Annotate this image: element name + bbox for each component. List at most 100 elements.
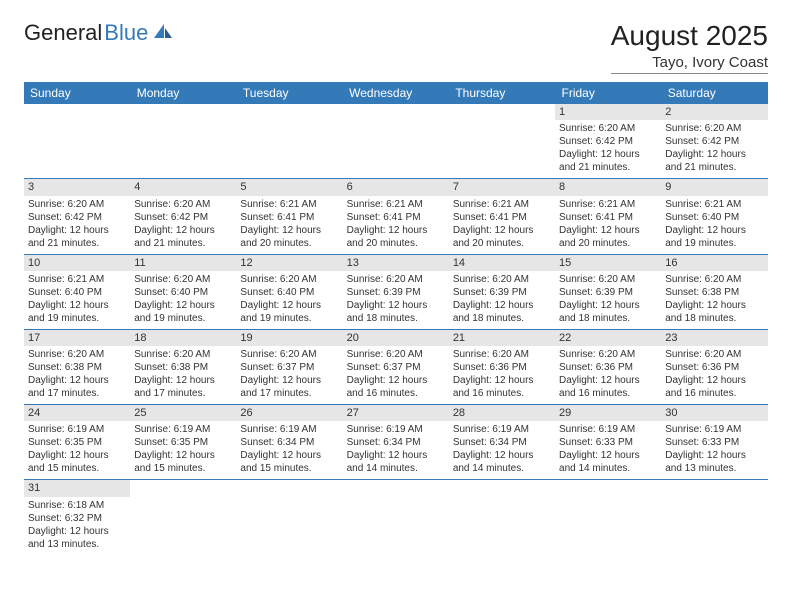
calendar-cell: 28Sunrise: 6:19 AMSunset: 6:34 PMDayligh… (449, 405, 555, 480)
cell-text-line: Sunset: 6:42 PM (559, 135, 657, 148)
day-number: 29 (555, 405, 661, 421)
day-number: 20 (343, 330, 449, 346)
cell-text-line: Sunset: 6:42 PM (134, 211, 232, 224)
cell-text-line: Daylight: 12 hours (28, 224, 126, 237)
cell-text-line: and 17 minutes. (240, 387, 338, 400)
cell-text-line: Sunrise: 6:20 AM (134, 273, 232, 286)
calendar-cell: 29Sunrise: 6:19 AMSunset: 6:33 PMDayligh… (555, 405, 661, 480)
cell-text-line: Sunrise: 6:20 AM (453, 273, 551, 286)
cell-text-line: Sunset: 6:41 PM (240, 211, 338, 224)
page-title: August 2025 (611, 20, 768, 52)
day-number: 3 (24, 179, 130, 195)
cell-text-line: Daylight: 12 hours (559, 374, 657, 387)
cell-text-line: and 21 minutes. (28, 237, 126, 250)
cell-text-line: Daylight: 12 hours (665, 224, 763, 237)
calendar-week-row: 31Sunrise: 6:18 AMSunset: 6:32 PMDayligh… (24, 480, 768, 555)
calendar-cell: 31Sunrise: 6:18 AMSunset: 6:32 PMDayligh… (24, 480, 130, 555)
cell-text-line: and 20 minutes. (559, 237, 657, 250)
cell-text-line: Sunset: 6:42 PM (665, 135, 763, 148)
brand-logo: GeneralBlue (24, 20, 174, 46)
calendar-cell: 26Sunrise: 6:19 AMSunset: 6:34 PMDayligh… (236, 405, 342, 480)
calendar-cell: 2Sunrise: 6:20 AMSunset: 6:42 PMDaylight… (661, 104, 767, 179)
calendar-cell: 11Sunrise: 6:20 AMSunset: 6:40 PMDayligh… (130, 254, 236, 329)
cell-text-line: Sunrise: 6:20 AM (453, 348, 551, 361)
cell-text-line: Daylight: 12 hours (28, 299, 126, 312)
cell-text-line: Daylight: 12 hours (134, 449, 232, 462)
weekday-header: Monday (130, 82, 236, 104)
cell-text-line: Sunrise: 6:20 AM (347, 348, 445, 361)
calendar-cell: 24Sunrise: 6:19 AMSunset: 6:35 PMDayligh… (24, 405, 130, 480)
calendar-cell: 9Sunrise: 6:21 AMSunset: 6:40 PMDaylight… (661, 179, 767, 254)
calendar-cell (555, 480, 661, 555)
calendar-cell (449, 104, 555, 179)
calendar-cell: 22Sunrise: 6:20 AMSunset: 6:36 PMDayligh… (555, 329, 661, 404)
cell-text-line: Daylight: 12 hours (453, 299, 551, 312)
cell-text-line: Sunrise: 6:20 AM (559, 348, 657, 361)
cell-text-line: and 21 minutes. (665, 161, 763, 174)
cell-text-line: Sunrise: 6:20 AM (240, 348, 338, 361)
calendar-cell: 30Sunrise: 6:19 AMSunset: 6:33 PMDayligh… (661, 405, 767, 480)
cell-text-line: Sunset: 6:39 PM (453, 286, 551, 299)
cell-text-line: Daylight: 12 hours (665, 148, 763, 161)
calendar-cell (236, 480, 342, 555)
cell-text-line: Sunrise: 6:20 AM (559, 122, 657, 135)
calendar-cell: 18Sunrise: 6:20 AMSunset: 6:38 PMDayligh… (130, 329, 236, 404)
cell-text-line: Daylight: 12 hours (134, 224, 232, 237)
cell-text-line: Sunrise: 6:21 AM (240, 198, 338, 211)
day-number: 26 (236, 405, 342, 421)
cell-text-line: Sunrise: 6:21 AM (453, 198, 551, 211)
cell-text-line: Daylight: 12 hours (347, 374, 445, 387)
calendar-week-row: 24Sunrise: 6:19 AMSunset: 6:35 PMDayligh… (24, 405, 768, 480)
cell-text-line: and 15 minutes. (28, 462, 126, 475)
cell-text-line: and 13 minutes. (665, 462, 763, 475)
day-number (24, 104, 130, 120)
weekday-header: Wednesday (343, 82, 449, 104)
cell-text-line: Daylight: 12 hours (559, 148, 657, 161)
day-number: 16 (661, 255, 767, 271)
calendar-header: SundayMondayTuesdayWednesdayThursdayFrid… (24, 82, 768, 104)
day-number: 18 (130, 330, 236, 346)
cell-text-line: Sunset: 6:40 PM (134, 286, 232, 299)
title-block: August 2025 Tayo, Ivory Coast (611, 20, 768, 74)
cell-text-line: and 15 minutes. (240, 462, 338, 475)
cell-text-line: and 15 minutes. (134, 462, 232, 475)
cell-text-line: Sunset: 6:40 PM (665, 211, 763, 224)
calendar-cell: 21Sunrise: 6:20 AMSunset: 6:36 PMDayligh… (449, 329, 555, 404)
cell-text-line: Sunset: 6:34 PM (453, 436, 551, 449)
cell-text-line: and 20 minutes. (347, 237, 445, 250)
calendar-body: 1Sunrise: 6:20 AMSunset: 6:42 PMDaylight… (24, 104, 768, 555)
cell-text-line: Sunrise: 6:20 AM (665, 122, 763, 135)
sail-icon (152, 20, 174, 46)
calendar-cell (343, 480, 449, 555)
day-number (343, 104, 449, 120)
day-number: 17 (24, 330, 130, 346)
day-number: 24 (24, 405, 130, 421)
day-number: 8 (555, 179, 661, 195)
cell-text-line: Sunset: 6:33 PM (665, 436, 763, 449)
cell-text-line: Sunset: 6:41 PM (347, 211, 445, 224)
cell-text-line: Daylight: 12 hours (559, 224, 657, 237)
header-row: GeneralBlue August 2025 Tayo, Ivory Coas… (24, 20, 768, 74)
cell-text-line: Daylight: 12 hours (240, 449, 338, 462)
cell-text-line: Daylight: 12 hours (240, 299, 338, 312)
cell-text-line: Sunset: 6:39 PM (559, 286, 657, 299)
cell-text-line: and 19 minutes. (240, 312, 338, 325)
day-number: 22 (555, 330, 661, 346)
cell-text-line: Sunrise: 6:21 AM (665, 198, 763, 211)
calendar-cell: 1Sunrise: 6:20 AMSunset: 6:42 PMDaylight… (555, 104, 661, 179)
cell-text-line: and 20 minutes. (240, 237, 338, 250)
calendar-week-row: 17Sunrise: 6:20 AMSunset: 6:38 PMDayligh… (24, 329, 768, 404)
calendar-week-row: 3Sunrise: 6:20 AMSunset: 6:42 PMDaylight… (24, 179, 768, 254)
calendar-cell (236, 104, 342, 179)
calendar-cell: 16Sunrise: 6:20 AMSunset: 6:38 PMDayligh… (661, 254, 767, 329)
cell-text-line: and 16 minutes. (347, 387, 445, 400)
cell-text-line: and 16 minutes. (453, 387, 551, 400)
cell-text-line: Daylight: 12 hours (665, 449, 763, 462)
cell-text-line: Daylight: 12 hours (559, 299, 657, 312)
calendar-cell (24, 104, 130, 179)
calendar-cell: 12Sunrise: 6:20 AMSunset: 6:40 PMDayligh… (236, 254, 342, 329)
calendar-cell (130, 104, 236, 179)
calendar-cell (130, 480, 236, 555)
calendar-cell: 19Sunrise: 6:20 AMSunset: 6:37 PMDayligh… (236, 329, 342, 404)
day-number (343, 480, 449, 496)
